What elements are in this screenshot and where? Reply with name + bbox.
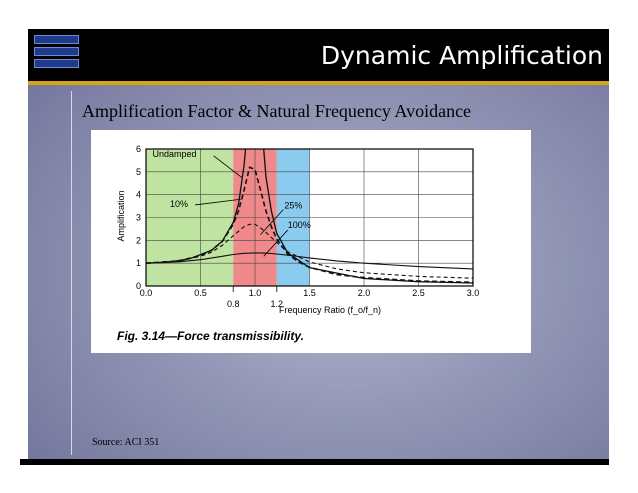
- series-line-3: [146, 223, 473, 279]
- y-tick-labels: 0 1 2 3 4 5 6: [136, 144, 141, 291]
- slide: Dynamic Amplification Amplification Fact…: [28, 29, 609, 465]
- series-line-2: [146, 166, 473, 284]
- annotation-pointer: [195, 198, 241, 206]
- y-tick-label: 3: [136, 213, 141, 223]
- annotation-label: 10%: [170, 199, 188, 209]
- x-tick-label: 0.5: [194, 288, 207, 298]
- grid: [146, 149, 473, 286]
- series-line-4: [146, 252, 473, 270]
- y-axis-label: Amplification: [116, 190, 126, 241]
- y-tick-label: 2: [136, 235, 141, 245]
- annotations: Undamped 10% 25% 100%: [153, 149, 311, 257]
- series-lines: [146, 149, 473, 284]
- annotation-label: 100%: [288, 220, 311, 230]
- y-tick-label: 0: [136, 281, 141, 291]
- header-bar: Dynamic Amplification: [28, 29, 609, 81]
- region-marker-label: 1.2: [271, 299, 284, 309]
- y-tick-label: 4: [136, 190, 141, 200]
- x-tick-label: 2.5: [412, 288, 425, 298]
- annotation-label: Undamped: [153, 149, 197, 159]
- slide-title: Dynamic Amplification: [320, 41, 603, 70]
- x-tick-label: 1.0: [249, 288, 262, 298]
- annotation-pointer: [263, 229, 288, 257]
- y-tick-label: 5: [136, 167, 141, 177]
- y-tick-label: 6: [136, 144, 141, 154]
- x-axis-label: Frequency Ratio (f_o/f_n): [279, 305, 381, 315]
- figure: 0.0 0.5 1.0 1.5 2.0 2.5 3.0 0 1 2 3 4 5 6 0.8 1.2 Und…: [91, 130, 531, 353]
- region-marker-label: 0.8: [227, 299, 240, 309]
- footer-rule: [20, 459, 609, 465]
- divider-line: [71, 91, 72, 455]
- plot-frame: [145, 148, 474, 287]
- x-tick-label: 1.5: [303, 288, 316, 298]
- series-line-1: [263, 149, 473, 284]
- x-tick-label: 3.0: [467, 288, 480, 298]
- slide-subtitle: Amplification Factor & Natural Frequency…: [82, 101, 472, 121]
- accent-rule: [28, 81, 609, 85]
- annotation-pointer: [260, 209, 284, 235]
- x-tick-label: 0.0: [140, 288, 153, 298]
- x-tick-label: 2.0: [358, 288, 371, 298]
- x-tick-labels: 0.0 0.5 1.0 1.5 2.0 2.5 3.0: [140, 288, 480, 298]
- annotation-label: 25%: [284, 200, 302, 210]
- region-markers: 0.8 1.2: [227, 286, 283, 309]
- chart: 0.0 0.5 1.0 1.5 2.0 2.5 3.0 0 1 2 3 4 5 6 0.8 1.2 Und…: [116, 144, 480, 343]
- figure-caption: Fig. 3.14—Force transmissibility.: [117, 329, 304, 343]
- y-tick-label: 1: [136, 258, 141, 268]
- annotation-pointer: [213, 155, 243, 178]
- source-note: Source: ACI 351: [92, 437, 160, 448]
